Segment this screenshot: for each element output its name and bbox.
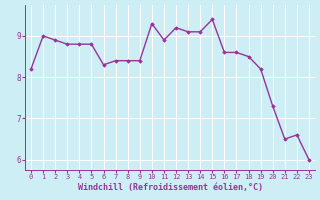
X-axis label: Windchill (Refroidissement éolien,°C): Windchill (Refroidissement éolien,°C) [77,183,262,192]
